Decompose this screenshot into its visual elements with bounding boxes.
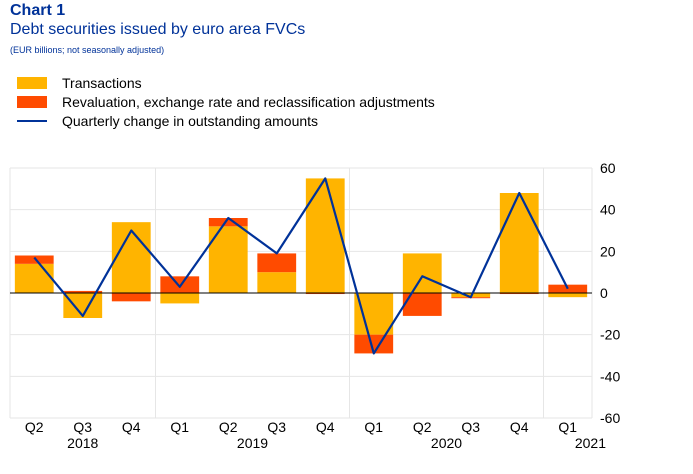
bar-transactions-2 xyxy=(111,222,151,293)
x-tick-label-10: Q4 xyxy=(510,419,529,435)
chart-number: Chart 1 xyxy=(10,2,66,19)
x-tick-label-7: Q1 xyxy=(364,419,383,435)
line-quarterly-change xyxy=(33,177,569,355)
legend-item-quarterly-change: Quarterly change in outstanding amounts xyxy=(17,111,435,130)
x-tick-label-6: Q4 xyxy=(316,419,335,435)
bar-transactions-8 xyxy=(402,253,442,293)
year-label-2019: 2019 xyxy=(237,435,268,451)
legend-label-quarterly-change: Quarterly change in outstanding amounts xyxy=(62,112,319,129)
x-tick-label-8: Q2 xyxy=(413,419,432,435)
year-label-2018: 2018 xyxy=(67,435,98,451)
bar-revaluation-10 xyxy=(499,293,539,295)
bar-revaluation-2 xyxy=(111,293,151,302)
bar-revaluation-6 xyxy=(305,293,345,295)
bar-revaluation-5 xyxy=(257,253,297,273)
legend-item-transactions: Transactions xyxy=(17,73,435,92)
bar-transactions-10 xyxy=(499,193,539,293)
x-tick-label-4: Q2 xyxy=(219,419,238,435)
year-label-2020: 2020 xyxy=(431,435,462,451)
legend-swatch-revaluation xyxy=(17,95,47,108)
bar-transactions-3 xyxy=(160,293,200,304)
bar-transactions-0 xyxy=(14,263,54,293)
bar-revaluation-0 xyxy=(14,255,54,264)
bar-revaluation-8 xyxy=(402,293,442,316)
y-tick-label-1: 40 xyxy=(600,202,616,218)
x-tick-label-9: Q3 xyxy=(461,419,480,435)
bar-revaluation-1 xyxy=(63,290,103,293)
legend-label-revaluation: Revaluation, exchange rate and reclassif… xyxy=(62,93,435,110)
y-tick-label-2: 20 xyxy=(600,243,616,259)
bar-transactions-6 xyxy=(305,178,345,293)
bar-revaluation-11 xyxy=(548,284,588,293)
year-label-2021: 2021 xyxy=(575,435,606,451)
x-tick-label-2: Q4 xyxy=(122,419,141,435)
x-tick-label-1: Q3 xyxy=(73,419,92,435)
x-tick-label-11: Q1 xyxy=(558,419,577,435)
y-tick-label-5: -40 xyxy=(600,368,620,384)
y-tick-label-6: -60 xyxy=(600,410,620,426)
x-tick-label-3: Q1 xyxy=(170,419,189,435)
x-tick-label-0: Q2 xyxy=(25,419,44,435)
bar-transactions-7 xyxy=(354,293,394,335)
bar-transactions-11 xyxy=(548,293,588,298)
y-tick-label-4: -20 xyxy=(600,327,620,343)
bar-revaluation-4 xyxy=(208,218,248,227)
legend-line-quarterly-change xyxy=(17,119,47,122)
legend: Transactions Revaluation, exchange rate … xyxy=(17,73,435,130)
x-tick-label-5: Q3 xyxy=(267,419,286,435)
chart-subtitle: (EUR billions; not seasonally adjusted) xyxy=(10,45,165,55)
legend-item-revaluation: Revaluation, exchange rate and reclassif… xyxy=(17,92,435,111)
bar-transactions-5 xyxy=(257,272,297,293)
bar-revaluation-3 xyxy=(160,276,200,293)
chart-title: Debt securities issued by euro area FVCs xyxy=(10,21,306,38)
y-tick-label-0: 60 xyxy=(600,160,616,176)
legend-label-transactions: Transactions xyxy=(62,74,142,91)
legend-swatch-transactions xyxy=(17,76,47,89)
y-tick-label-3: 0 xyxy=(600,285,608,301)
